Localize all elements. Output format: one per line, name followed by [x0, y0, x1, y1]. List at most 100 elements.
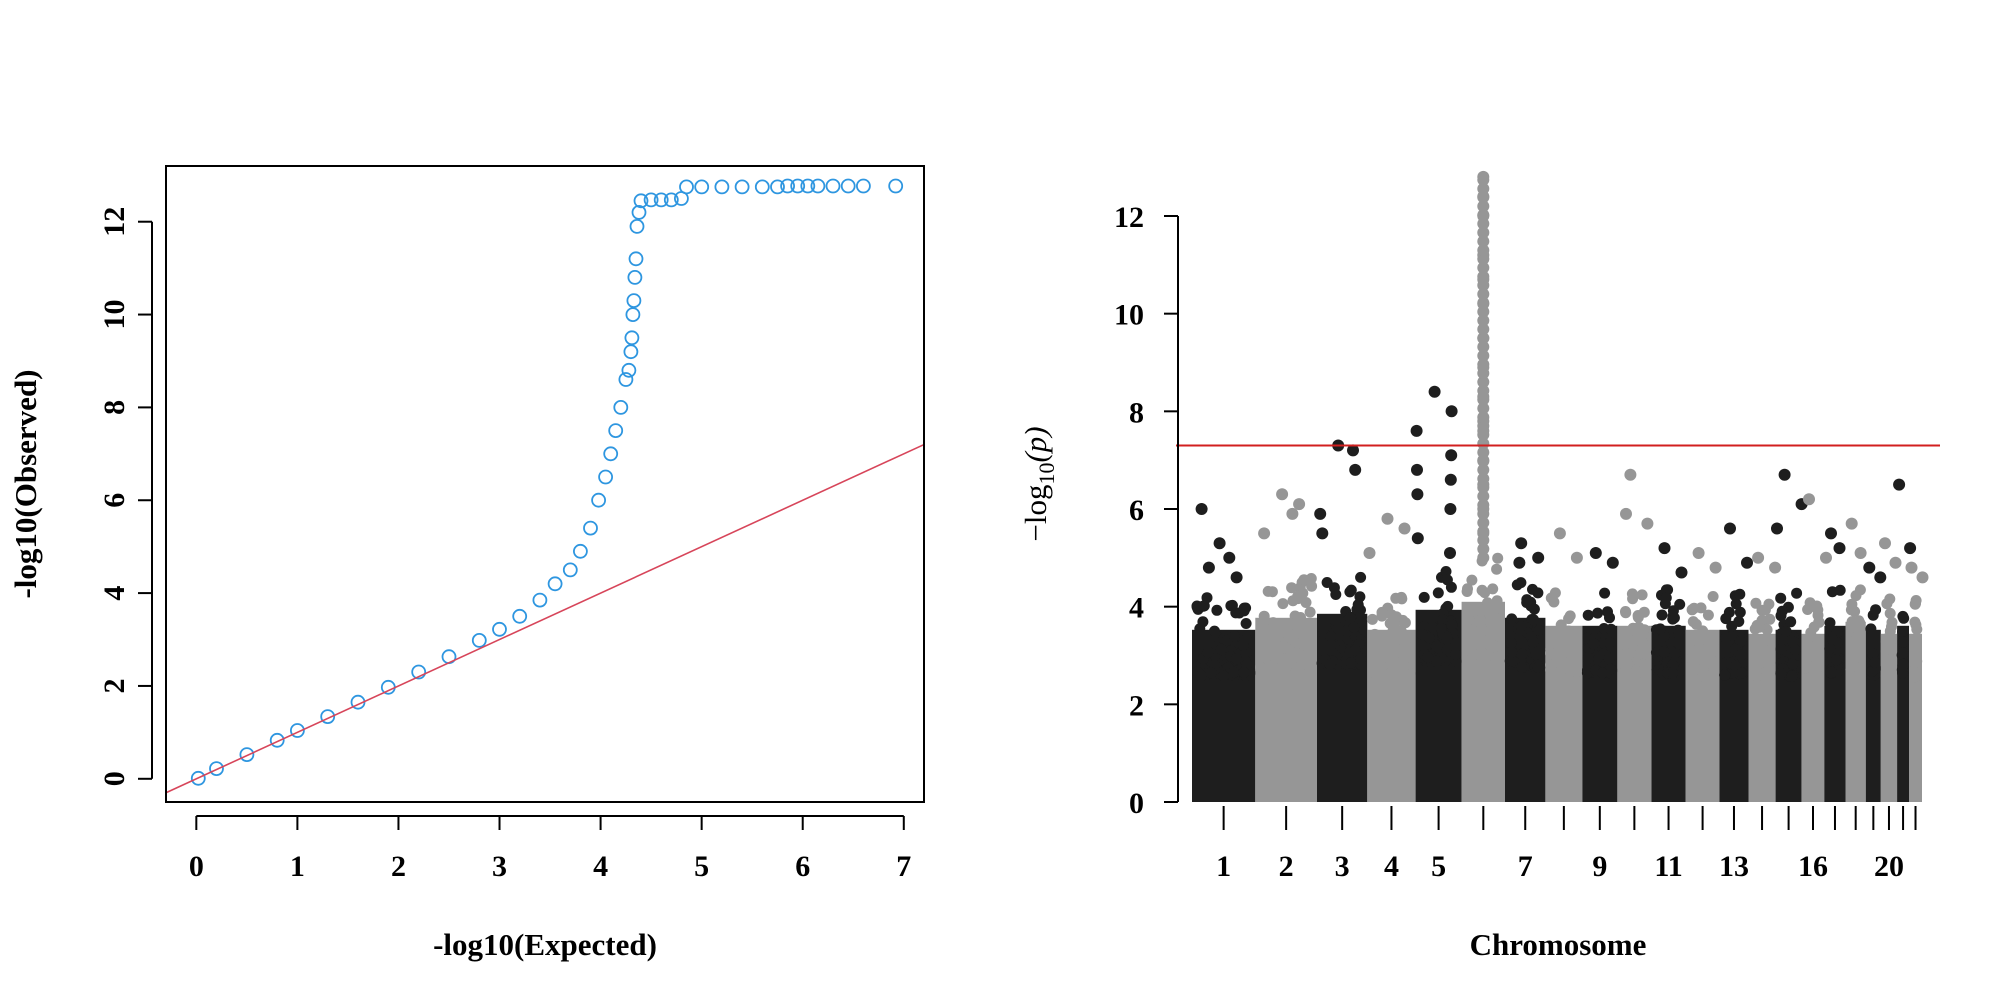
snp-point: [1734, 588, 1746, 600]
chromosome-10-points: [1617, 468, 1654, 802]
snp-point: [1513, 556, 1526, 569]
snp-point: [1787, 658, 1799, 670]
snp-point: [1440, 566, 1452, 577]
snp-point: [1306, 580, 1318, 592]
snp-point: [1398, 654, 1410, 666]
chromosome-11-points: [1650, 542, 1688, 802]
snp-point: [1626, 638, 1638, 650]
snp-point: [1238, 602, 1250, 614]
qq-point: [623, 344, 639, 360]
snp-point: [1477, 463, 1490, 476]
qq-point: [613, 399, 629, 415]
snp-point: [1289, 628, 1301, 640]
snp-point: [1564, 610, 1576, 622]
snp-point: [1734, 636, 1746, 647]
snp-point: [1820, 551, 1832, 564]
qq-point: [624, 330, 640, 346]
snp-point: [1622, 658, 1634, 670]
snp-point: [1660, 584, 1672, 596]
chromosome-3-points: [1314, 439, 1368, 802]
snp-point: [1477, 507, 1490, 520]
snp-point: [1697, 655, 1709, 666]
qq-point: [628, 251, 644, 267]
snp-point: [1418, 591, 1430, 603]
snp-point: [1349, 463, 1362, 476]
snp-point: [1277, 598, 1289, 610]
snp-point: [1422, 651, 1434, 663]
qq-point: [734, 179, 750, 195]
chromosome-13-points: [1719, 522, 1753, 802]
chromosome-tick-label: 20: [1874, 850, 1904, 883]
qq-point: [209, 761, 224, 776]
snp-point: [1477, 270, 1490, 283]
snp-point: [1658, 646, 1670, 658]
snp-point: [1194, 623, 1206, 635]
snp-point: [1477, 367, 1490, 380]
qq-y-tick-label: 0: [98, 771, 131, 786]
snp-point: [1866, 666, 1878, 677]
snp-point: [1692, 547, 1705, 559]
snp-point: [1477, 226, 1490, 239]
snp-point: [1399, 669, 1411, 680]
chromosome-6-points: [1461, 170, 1506, 802]
snp-point: [1911, 655, 1923, 667]
snp-point: [1802, 660, 1814, 672]
chromosome-tick-label: 4: [1384, 850, 1399, 883]
snp-point: [1304, 606, 1316, 618]
snp-point: [1582, 609, 1594, 621]
snp-point: [1736, 667, 1747, 679]
chromosome-21-points: [1893, 478, 1917, 802]
qq-point: [663, 192, 679, 208]
qq-point: [810, 178, 826, 194]
snp-point: [1824, 643, 1836, 655]
snp-point: [1477, 235, 1490, 248]
snp-point: [1263, 661, 1275, 673]
snp-point: [1381, 512, 1394, 525]
snp-point: [1384, 647, 1396, 659]
snp-point: [1437, 614, 1449, 626]
snp-point: [1658, 542, 1671, 555]
snp-point: [1202, 646, 1214, 658]
snp-point: [1886, 616, 1898, 628]
snp-point: [1258, 610, 1270, 622]
snp-point: [1284, 617, 1296, 629]
snp-point: [1465, 630, 1477, 642]
snp-point: [1301, 623, 1313, 635]
snp-point: [1734, 606, 1746, 618]
snp-point: [1345, 657, 1357, 669]
snp-point: [1355, 571, 1367, 583]
snp-point: [1853, 663, 1865, 675]
snp-point: [1385, 666, 1397, 678]
manhattan-y-tick-label: 4: [1129, 592, 1144, 625]
snp-point: [1477, 332, 1490, 345]
snp-point: [1325, 631, 1337, 642]
manhattan-y-tick-label: 6: [1129, 494, 1144, 527]
snp-point: [1769, 561, 1782, 574]
snp-point: [1638, 606, 1650, 618]
snp-point: [1347, 444, 1359, 457]
snp-point: [1548, 596, 1560, 608]
snp-point: [1494, 624, 1506, 636]
snp-point: [1897, 626, 1909, 638]
snp-point: [1780, 625, 1792, 637]
snp-point: [1324, 658, 1336, 670]
snp-point: [1854, 584, 1866, 596]
qq-point: [856, 178, 871, 194]
snp-point: [1637, 628, 1649, 640]
snp-point: [1223, 551, 1236, 564]
snp-point: [1506, 646, 1518, 658]
snp-point: [1636, 589, 1648, 601]
snp-point: [1345, 584, 1357, 596]
snp-point: [1492, 552, 1504, 564]
snp-point: [1885, 644, 1897, 656]
chromosome-19-points: [1863, 561, 1887, 802]
snp-point: [1853, 647, 1865, 659]
chromosome-9-points: [1581, 547, 1619, 802]
snp-point: [1390, 611, 1402, 623]
qq-point: [714, 179, 730, 195]
snp-point: [1571, 666, 1582, 678]
snp-point: [1515, 537, 1528, 550]
snp-point: [1215, 643, 1227, 655]
snp-point: [1477, 551, 1490, 564]
snp-point: [1374, 639, 1386, 651]
